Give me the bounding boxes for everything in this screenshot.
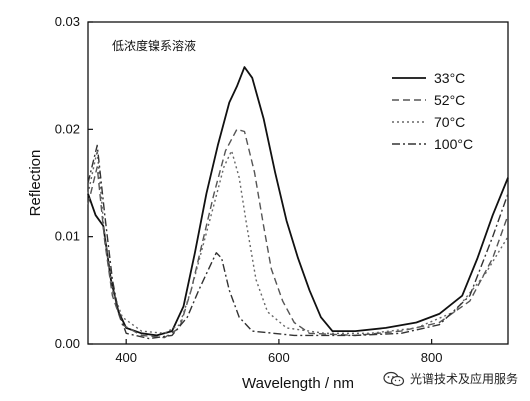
y-tick-label: 0.02: [55, 121, 80, 136]
chart-annotation: 低浓度镍系溶液: [112, 38, 196, 53]
series-layer: [87, 66, 509, 340]
watermark-text: 光谱技术及应用服务: [409, 372, 518, 386]
x-axis-title: Wavelength / nm: [242, 375, 354, 392]
legend: 33°C 52°C 70°C 100°C: [392, 70, 473, 152]
legend-label: 70°C: [434, 114, 465, 130]
legend-label: 52°C: [434, 92, 465, 108]
series-line-33Cc: [87, 66, 509, 337]
x-tick-label: 400: [115, 350, 137, 365]
y-tick-label: 0.03: [55, 14, 80, 29]
y-axis-title: Reflection: [27, 150, 44, 217]
series-line-100Cc: [87, 144, 509, 340]
y-tick-label: 0.01: [55, 229, 80, 244]
y-tick-label: 0.00: [55, 336, 80, 351]
axis-ticks: 400 600 800 0.00 0.01 0.02 0.03: [55, 14, 443, 365]
x-tick-label: 600: [268, 350, 290, 365]
series-line-70Cc: [87, 150, 509, 334]
series-line-52Cc: [87, 128, 509, 339]
legend-label: 33°C: [434, 70, 465, 86]
x-tick-label: 800: [421, 350, 443, 365]
legend-label: 100°C: [434, 136, 473, 152]
watermark: 光谱技术及应用服务: [383, 370, 518, 387]
wechat-icon: [383, 371, 405, 386]
